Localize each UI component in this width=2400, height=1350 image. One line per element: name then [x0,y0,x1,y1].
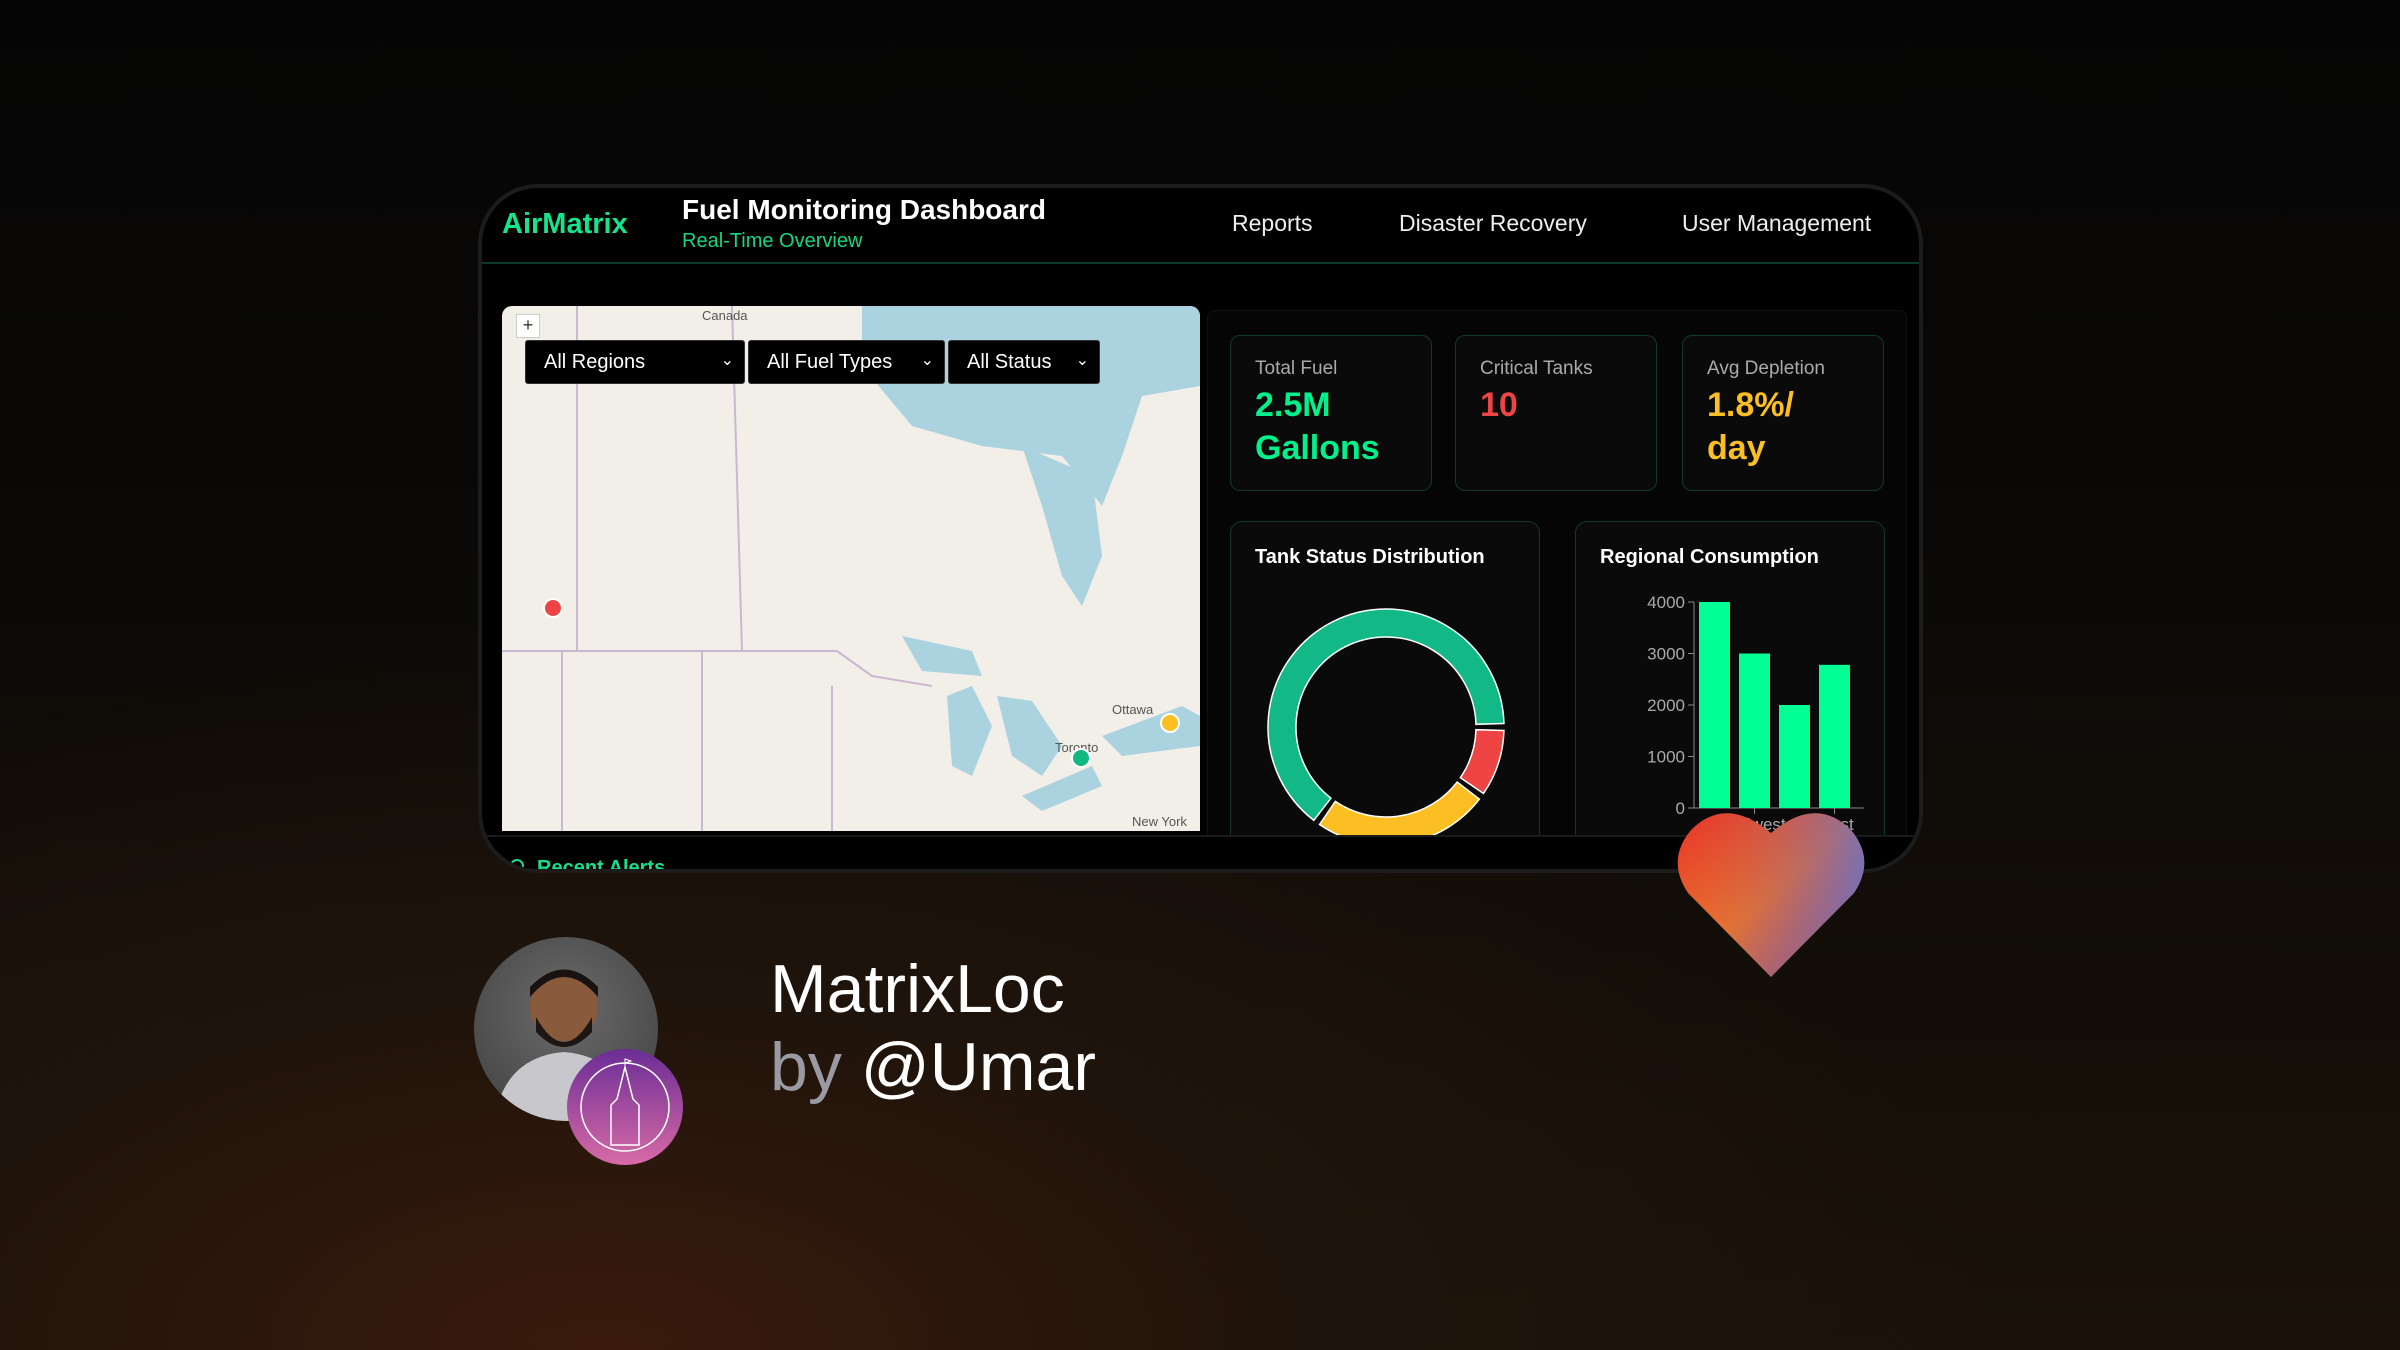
author-handle: @Umar [860,1029,1096,1105]
regional-consumption-card: Regional Consumption 01000200030004000Mi… [1575,521,1885,869]
donut-slice[interactable] [1459,728,1505,795]
tank-status-card: Tank Status Distribution [1230,521,1540,869]
kpi-avg-depletion: Avg Depletion 1.8%/ day [1682,335,1884,491]
y-tick-label: 3000 [1647,645,1685,664]
donut-slice[interactable] [1267,608,1505,822]
status-filter[interactable]: All Status ⌄ [948,340,1100,384]
kpi-total-fuel: Total Fuel 2.5M Gallons [1230,335,1432,491]
tower-logo-badge [567,1049,683,1165]
header: AirMatrix Fuel Monitoring Dashboard Real… [482,188,1919,264]
chevron-down-icon: ⌄ [920,352,934,369]
map-marker-critical[interactable] [543,598,563,618]
project-name: MatrixLoc [770,951,1065,1027]
bar[interactable] [1699,602,1730,808]
nav-user-management[interactable]: User Management [1682,210,1872,236]
donut-chart [1267,608,1505,846]
status-filter-value: All Status [967,351,1052,373]
chart-title: Tank Status Distribution [1255,546,1485,568]
kpi-label: Total Fuel [1255,358,1338,379]
by-label: by [770,1029,842,1105]
bar[interactable] [1779,705,1810,808]
zoom-in-button[interactable]: + [516,314,540,338]
chevron-down-icon: ⌄ [1075,352,1089,369]
kpi-value: 10 [1480,386,1518,424]
donut-slice[interactable] [1318,781,1481,846]
heart-icon [1677,813,1865,977]
map[interactable]: Canada Ottawa Toronto New York + All Reg… [502,306,1200,831]
page-title: Fuel Monitoring Dashboard [682,194,1046,225]
kpi-label: Critical Tanks [1480,358,1593,379]
y-tick-label: 2000 [1647,696,1685,715]
kpi-value: 2.5M Gallons [1255,386,1380,467]
y-tick-label: 1000 [1647,748,1685,767]
bell-icon [510,859,524,869]
bar[interactable] [1739,653,1770,809]
region-filter-value: All Regions [544,351,646,373]
page-subtitle: Real-Time Overview [682,230,863,252]
logo[interactable]: AirMatrix [502,208,628,240]
kpi-label: Avg Depletion [1707,358,1825,379]
chart-title: Regional Consumption [1600,546,1819,568]
kpi-critical-tanks: Critical Tanks 10 [1455,335,1657,491]
y-tick-label: 0 [1676,799,1685,818]
dashboard-window: AirMatrix Fuel Monitoring Dashboard Real… [478,184,1923,873]
nav-disaster-recovery[interactable]: Disaster Recovery [1399,210,1587,236]
bar-chart: 01000200030004000MidwestWest [1647,593,1864,834]
map-marker-warning[interactable] [1160,713,1180,733]
map-label-new-york: New York [1132,814,1187,829]
map-label-canada: Canada [702,308,748,323]
recent-alerts-title: Recent Alerts [537,857,666,873]
kpi-value: 1.8%/ day [1707,386,1794,467]
y-tick-label: 4000 [1647,593,1685,612]
nav-reports[interactable]: Reports [1232,210,1313,236]
map-label-ottawa: Ottawa [1112,702,1154,717]
map-marker-normal[interactable] [1071,748,1091,768]
stats-panel: Total Fuel 2.5M Gallons Critical Tanks 1… [1207,310,1907,869]
chevron-down-icon: ⌄ [720,352,734,369]
bar[interactable] [1819,664,1850,808]
region-filter[interactable]: All Regions ⌄ [525,340,745,384]
map-tiles [502,306,1200,831]
fuel-type-filter-value: All Fuel Types [767,351,893,373]
fuel-type-filter[interactable]: All Fuel Types ⌄ [748,340,945,384]
author-line: by @Umar [770,1028,1096,1106]
